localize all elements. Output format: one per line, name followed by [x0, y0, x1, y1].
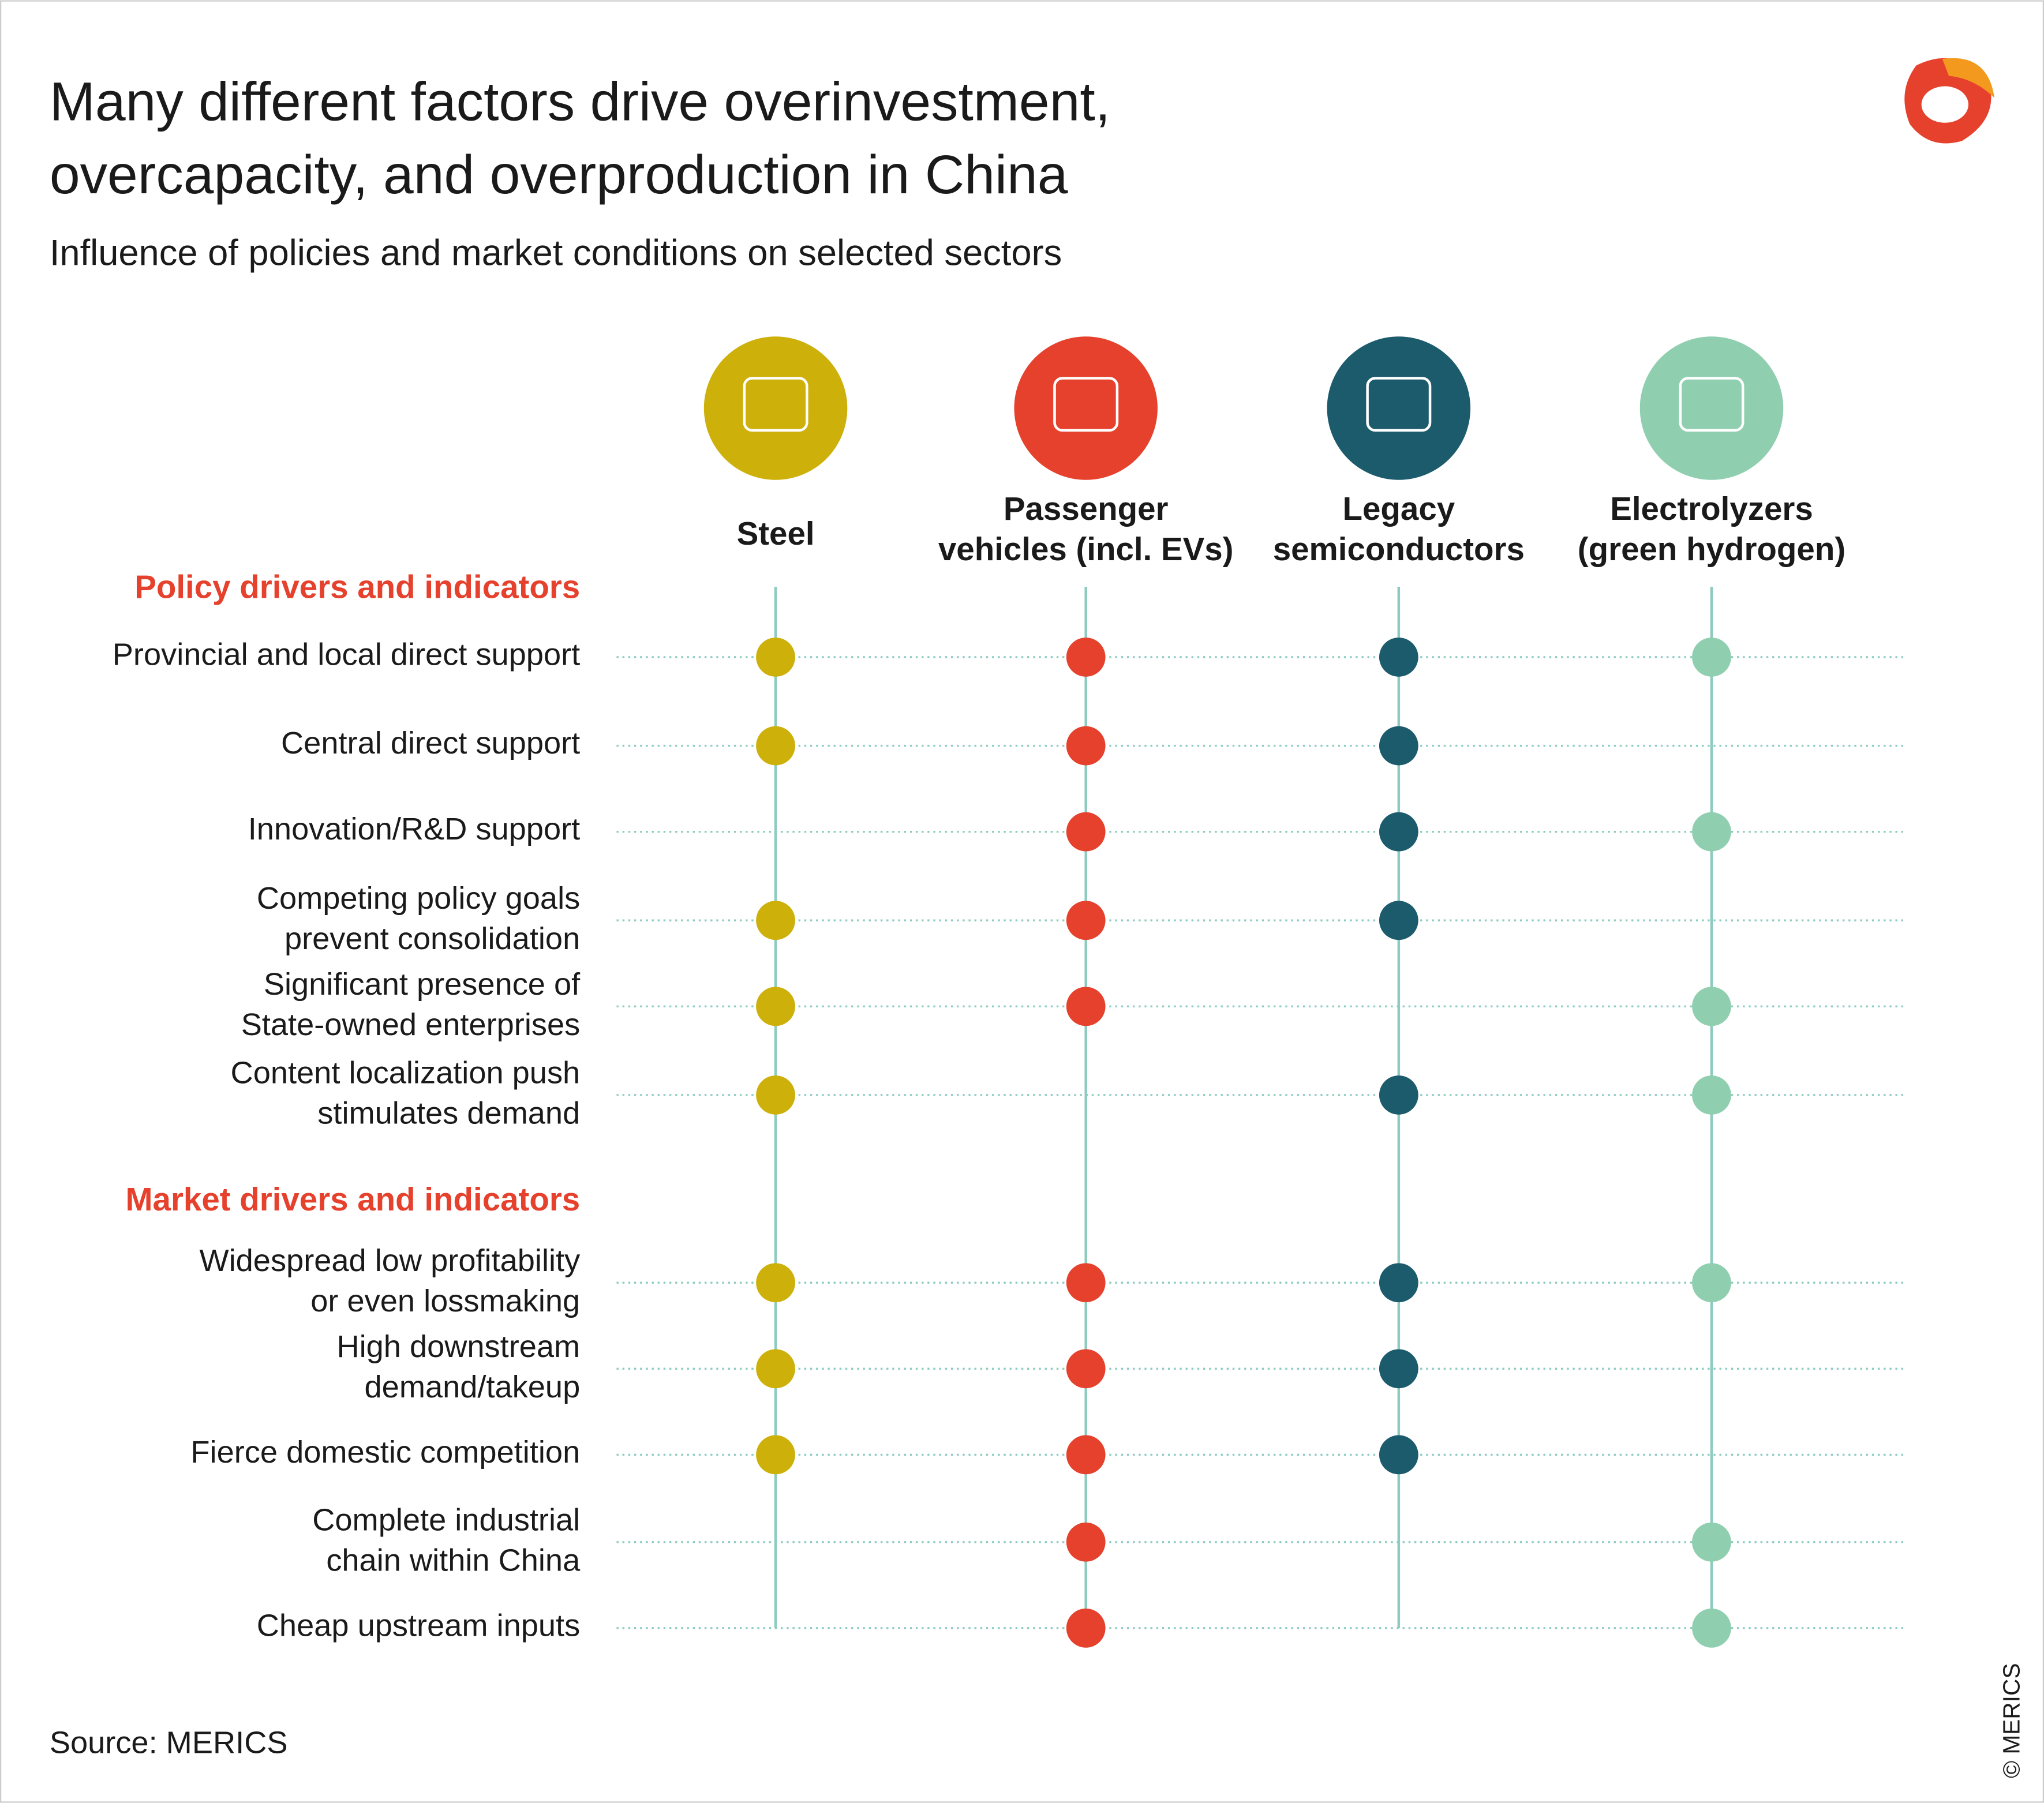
- row-label: stimulates demand: [317, 1096, 580, 1131]
- section-label: Policy drivers and indicators: [134, 568, 580, 605]
- sector-icon: [1014, 336, 1158, 480]
- row-label: Fierce domestic competition: [190, 1435, 580, 1470]
- row-label: State-owned enterprises: [241, 1007, 581, 1042]
- dot: [1692, 638, 1731, 677]
- dot: [1066, 987, 1106, 1026]
- row-label: Significant presence of: [264, 967, 581, 1002]
- section-label: Market drivers and indicators: [126, 1181, 581, 1217]
- column-label: semiconductors: [1273, 531, 1525, 567]
- row-label: or even lossmaking: [310, 1284, 580, 1318]
- row-label: Cheap upstream inputs: [257, 1608, 580, 1643]
- row-label: Widespread low profitability: [199, 1243, 580, 1278]
- dot: [1379, 1263, 1418, 1303]
- row-label: Complete industrial: [312, 1502, 580, 1537]
- dot: [1066, 901, 1106, 940]
- dot: [1379, 1435, 1418, 1475]
- dot: [756, 1349, 795, 1389]
- icon-glyph: [1053, 377, 1119, 432]
- row-label: prevent consolidation: [284, 921, 580, 956]
- icon-glyph: [1679, 377, 1744, 432]
- column-label: Steel: [737, 515, 815, 552]
- row-label: Innovation/R&D support: [248, 812, 581, 846]
- source: Source: MERICS: [50, 1726, 288, 1760]
- logo: [1904, 58, 1995, 144]
- dot: [1066, 1263, 1106, 1303]
- dot: [1379, 1075, 1418, 1115]
- subtitle: Influence of policies and market conditi…: [50, 233, 1062, 273]
- row-label: chain within China: [326, 1543, 581, 1577]
- sector-icon: [1327, 336, 1471, 480]
- dot: [1692, 987, 1731, 1026]
- dot: [1379, 901, 1418, 940]
- dot: [1066, 1435, 1106, 1475]
- dot: [756, 638, 795, 677]
- row-label: demand/takeup: [365, 1370, 581, 1404]
- sector-icon: [703, 336, 848, 480]
- dot: [756, 1075, 795, 1115]
- column-label: (green hydrogen): [1578, 531, 1845, 567]
- dot: [1692, 1608, 1731, 1648]
- dot: [1066, 1349, 1106, 1389]
- sector-icons: [703, 336, 1784, 480]
- dot: [756, 901, 795, 940]
- dot: [1066, 1522, 1106, 1562]
- title: overcapacity, and overproduction in Chin…: [50, 144, 1068, 205]
- column-label: vehicles (incl. EVs): [938, 531, 1234, 567]
- dot: [1692, 812, 1731, 852]
- row-label: Provincial and local direct support: [113, 637, 580, 672]
- column-label: Passenger: [1004, 490, 1169, 527]
- dot: [1066, 812, 1106, 852]
- dot: [1379, 726, 1418, 766]
- copyright: © MERICS: [1998, 1663, 2025, 1778]
- dot: [1379, 638, 1418, 677]
- dot: [1692, 1075, 1731, 1115]
- icon-glyph: [743, 377, 808, 432]
- row-label: Content localization push: [231, 1056, 581, 1090]
- dot: [1066, 1608, 1106, 1648]
- dot: [756, 1435, 795, 1475]
- dot: [756, 726, 795, 766]
- row-label: Competing policy goals: [257, 881, 580, 916]
- dot: [1692, 1263, 1731, 1303]
- dot: [1379, 1349, 1418, 1389]
- row-label: High downstream: [336, 1329, 580, 1364]
- dot: [1066, 638, 1106, 677]
- column-label: Legacy: [1343, 490, 1455, 527]
- dot: [756, 987, 795, 1026]
- dot: [756, 1263, 795, 1303]
- row-label: Central direct support: [281, 726, 580, 760]
- dot: [1066, 726, 1106, 766]
- title: Many different factors drive overinvestm…: [50, 72, 1110, 133]
- column-label: Electrolyzers: [1610, 490, 1813, 527]
- dot: [1379, 812, 1418, 852]
- sector-icon: [1639, 336, 1784, 480]
- icon-glyph: [1366, 377, 1432, 432]
- dot: [1692, 1522, 1731, 1562]
